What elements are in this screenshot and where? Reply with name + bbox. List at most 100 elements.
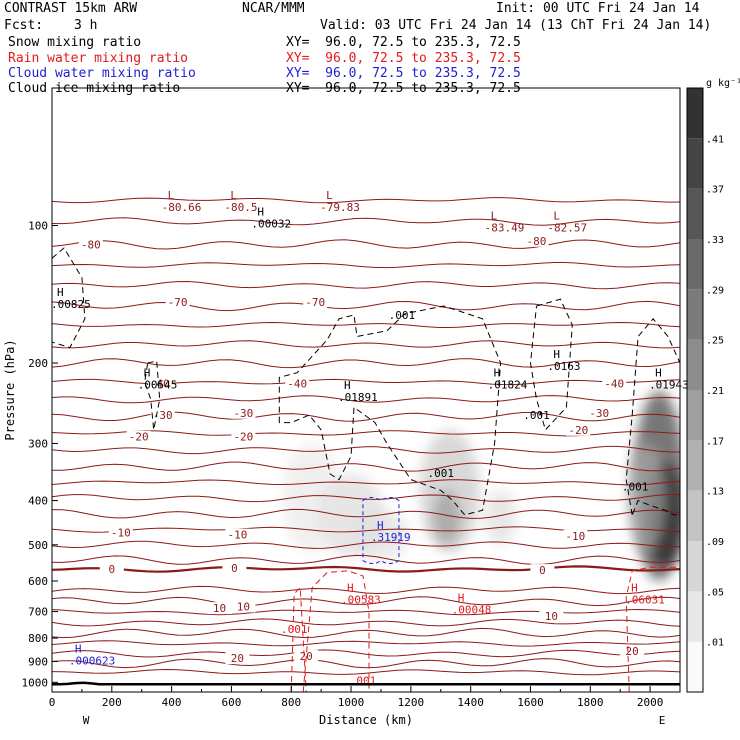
shade-ice-max-center	[432, 490, 461, 545]
colorbar-label: .33	[706, 235, 724, 246]
y-tick-label: 600	[28, 575, 48, 588]
y-tick-label: 100	[28, 220, 48, 233]
extremum-value: .00048	[452, 604, 492, 617]
x-tick-label: 2000	[637, 696, 664, 709]
contour-label-mask	[222, 561, 247, 574]
temperature-contour-label: -40	[150, 378, 170, 391]
colorbar-label: .09	[706, 537, 724, 548]
extremum-value: -79.83	[320, 201, 360, 214]
temperature-contour-line	[52, 668, 680, 676]
colorbar-segment	[687, 440, 703, 491]
mixing-ratio-contours	[52, 247, 680, 692]
x-tick-label: 1000	[338, 696, 365, 709]
temperature-contour-labels: -80 -80-70 -70-40 -40 -40-30 -30 -30-20 -20-20-…	[78, 234, 645, 665]
colorbar-segment	[687, 339, 703, 390]
field-name-cloud-water: Cloud water mixing ratio	[8, 66, 196, 81]
temperature-contour-line	[52, 640, 680, 647]
contour-label-mask	[150, 409, 175, 422]
contour-label-mask	[620, 645, 645, 658]
temperature-contour-line	[52, 340, 680, 349]
field-name-rain: Rain water mixing ratio	[8, 51, 189, 66]
contour-label-mask	[530, 564, 555, 577]
contour-label-mask	[563, 529, 588, 542]
temperature-contour-line	[52, 658, 680, 669]
x-tick-label: 1600	[517, 696, 544, 709]
temperature-contour-label: -30	[233, 407, 253, 420]
contour-label-mask	[303, 295, 328, 308]
extremum-value: -80.5	[224, 201, 257, 214]
extremum-marker: H	[458, 592, 465, 605]
center-title: NCAR/MMM	[242, 1, 305, 16]
contour-label-mask	[566, 423, 591, 436]
contour-label-mask	[147, 377, 172, 390]
contour-label-mask	[126, 430, 151, 443]
y-tick-label: 200	[28, 357, 48, 370]
temperature-contour-label: -20	[129, 431, 149, 444]
colorbar-segment	[687, 490, 703, 541]
x-endpoint-west: W	[83, 714, 90, 727]
x-axis-label: Distance (km)	[319, 713, 413, 727]
field-contour-label: .001	[622, 480, 649, 493]
x-tick-label: 600	[221, 696, 241, 709]
contour-label-mask	[587, 406, 612, 419]
snow-contour-west	[52, 247, 86, 349]
model-title: CONTRAST 15km ARW	[4, 1, 138, 16]
colorbar-label: .29	[706, 285, 724, 296]
x-tick-label: 1200	[398, 696, 425, 709]
temperature-contour-label: -70	[168, 296, 188, 309]
temperature-contour-line	[52, 554, 680, 566]
field-name-cloud-ice: Cloud ice mixing ratio	[8, 81, 181, 96]
extremum-marker: H	[553, 348, 560, 361]
extremum-value: .00032	[251, 218, 291, 231]
temperature-contour-line	[52, 508, 680, 519]
temperature-contour-line	[52, 217, 680, 226]
extremum-marker: H	[144, 366, 151, 379]
snow-contour-far-east	[625, 318, 680, 516]
temperature-contour-label: 0	[231, 562, 238, 575]
x-endpoint-east: E	[659, 714, 666, 727]
temperature-contour-label: 20	[626, 645, 639, 658]
contour-label-mask	[231, 430, 256, 443]
plot-frame	[51, 87, 681, 693]
temperature-contour-line	[52, 280, 680, 290]
temperature-contour-line	[52, 239, 680, 250]
extremum-marker: H	[494, 366, 501, 379]
extremum-value: .0163	[547, 360, 580, 373]
field-xy-rain: XY= 96.0, 72.5 to 235.3, 72.5	[286, 51, 521, 66]
contour-label-mask	[165, 295, 190, 308]
temperature-contour-label: -10	[227, 529, 247, 542]
temperature-contour-label: -70	[305, 296, 325, 309]
colorbar-segment	[687, 390, 703, 441]
y-tick-label: 900	[28, 655, 48, 668]
contour-label-mask	[285, 377, 310, 390]
colorbar-label: .25	[706, 336, 724, 347]
contour-label-mask	[231, 600, 256, 613]
shade-cloud-center	[352, 510, 409, 561]
temperature-contour-line	[52, 618, 680, 627]
colorbar-label: .21	[706, 386, 724, 397]
colorbar-unit: g kg⁻¹	[706, 78, 740, 89]
y-tick-label: 700	[28, 606, 48, 619]
extremum-value: .000623	[69, 655, 115, 668]
temperature-contour-label: 10	[545, 610, 558, 623]
contour-label-mask	[99, 563, 124, 576]
temperature-contours	[52, 197, 680, 676]
temperature-contour-line	[52, 565, 680, 573]
colorbar-segment	[687, 88, 703, 139]
temperature-contour-label: -40	[604, 378, 624, 391]
snow-contour-center	[278, 305, 502, 516]
field-xy-cloud-water: XY= 96.0, 72.5 to 235.3, 72.5	[286, 66, 521, 81]
temperature-contour-line	[52, 300, 680, 312]
extremum-marker: H	[57, 286, 64, 299]
temperature-contour-line	[52, 649, 680, 658]
temperature-contour-line	[52, 411, 680, 422]
rain-contour-1	[290, 586, 307, 692]
extremum-marker: H	[75, 643, 82, 656]
colorbar-label: .17	[706, 436, 724, 447]
y-tick-label: 400	[28, 495, 48, 508]
x-tick-label: 1400	[457, 696, 484, 709]
temperature-contour-label: 20	[231, 652, 244, 665]
extremum-value: .06031	[625, 593, 665, 606]
contour-label-mask	[78, 238, 103, 251]
x-tick-label: 200	[102, 696, 122, 709]
